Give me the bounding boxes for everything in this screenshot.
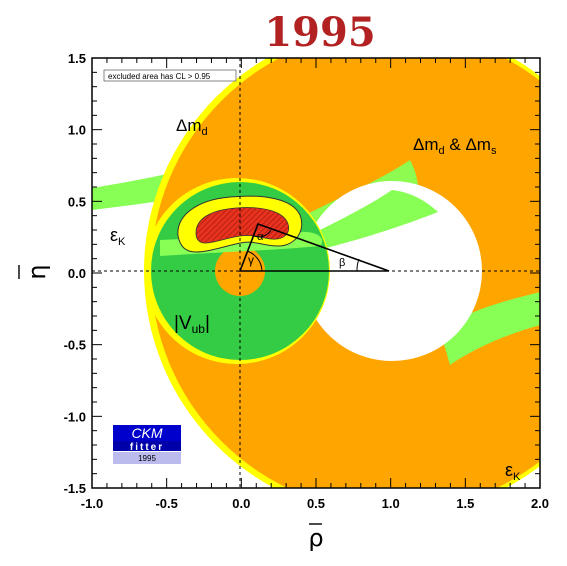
ckmfitter-logo: CKM fitter 1995 (113, 425, 181, 464)
axis-tick-labels: -1.0 -0.5 0.0 0.5 1.0 1.5 2.0-1.5-1.0-0.50.00.… (64, 51, 549, 511)
unitarity-triangle (238, 222, 390, 272)
svg-text:1995: 1995 (138, 454, 156, 463)
x-tick-label: 0.0 (232, 496, 250, 511)
y-axis-title: η (23, 264, 51, 279)
legend-note: excluded area has CL > 0.95 (108, 72, 211, 81)
label-delta-md: Δmd (176, 116, 208, 138)
alpha-arc (253, 229, 272, 238)
x-tick-label: 0.5 (307, 496, 325, 511)
beta-arc (356, 258, 360, 272)
y-tick-label: 1.0 (68, 123, 86, 138)
y-tick-label: -1.5 (64, 481, 86, 496)
beta-label: β (339, 257, 345, 269)
axis-ticks (91, 57, 541, 489)
plot-area: α β γ (92, 58, 540, 488)
y-tick-label: -1.0 (64, 409, 86, 424)
chart-title: 1995 (264, 9, 375, 56)
x-tick-label: 2.0 (531, 496, 549, 511)
gamma-label: γ (248, 253, 254, 267)
y-tick-label: 0.5 (68, 194, 86, 209)
x-tick-label: -0.5 (155, 496, 177, 511)
x-axis-title: ρ (308, 524, 323, 552)
x-tick-label: 1.5 (456, 496, 474, 511)
x-tick-label: 1.0 (382, 496, 400, 511)
label-delta-md-ms: Δmd & Δms (413, 135, 497, 157)
svg-text:fitter: fitter (130, 442, 164, 453)
gamma-arc (246, 250, 263, 272)
epsilon-k-band-hole (310, 190, 438, 250)
alpha-label: α (257, 231, 264, 243)
y-tick-label: 0.0 (68, 266, 86, 281)
epsilon-k-band-right (440, 292, 540, 365)
x-tick-label: -1.0 (81, 496, 103, 511)
svg-text:CKM: CKM (131, 425, 162, 441)
y-tick-label: -0.5 (64, 338, 86, 353)
allowed-region-hatched (195, 207, 290, 244)
y-tick-label: 1.5 (68, 51, 86, 66)
legend-box (103, 69, 237, 82)
